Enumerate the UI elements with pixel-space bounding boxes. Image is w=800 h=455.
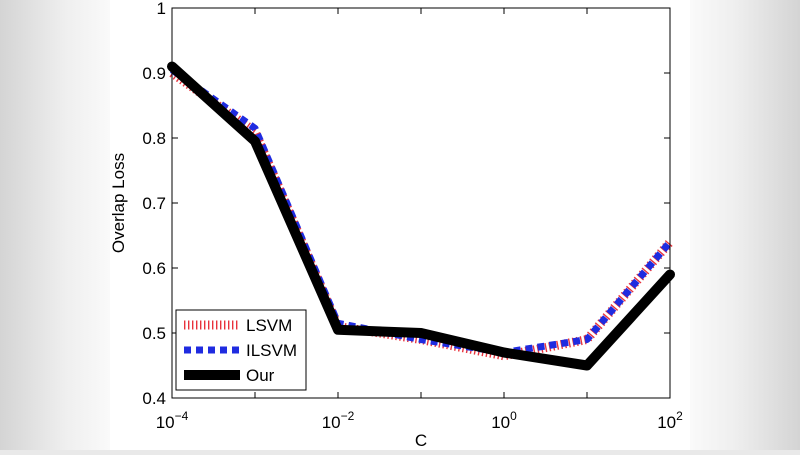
x-tick-label: 10−4 [156, 409, 189, 432]
x-tick-label: 100 [491, 409, 517, 432]
y-tick-label: 0.9 [142, 64, 166, 83]
background-right [690, 0, 800, 450]
figure: 0.4 0.5 0.6 0.7 0.8 0.9 1 10−4 10−2 100 102 LSVM IL… [109, 0, 690, 450]
y-tick-label: 1 [157, 0, 166, 18]
legend-label-our: Our [246, 366, 275, 385]
y-tick-label: 0.4 [142, 389, 166, 408]
background-left [0, 0, 110, 450]
y-axis-label: Overlap Loss [110, 153, 128, 253]
legend-label-lsvm: LSVM [246, 316, 292, 335]
y-tick-label: 0.5 [142, 324, 166, 343]
y-tick-label: 0.8 [142, 129, 166, 148]
ticks-layer: 0.4 0.5 0.6 0.7 0.8 0.9 1 10−4 10−2 100 102 [142, 0, 683, 432]
y-tick-label: 0.6 [142, 259, 166, 278]
legend: LSVM ILSVM Our [175, 309, 307, 391]
legend-label-ilsvm: ILSVM [246, 341, 297, 360]
y-tick-label: 0.7 [142, 194, 166, 213]
line-chart: 0.4 0.5 0.6 0.7 0.8 0.9 1 10−4 10−2 100 102 LSVM IL… [109, 0, 683, 450]
x-tick-label: 10−2 [322, 409, 355, 432]
x-axis-label: C [415, 431, 427, 450]
x-tick-label: 102 [657, 409, 683, 432]
series-line-our [167, 61, 675, 371]
series-layer [167, 61, 675, 371]
series-line-ilsvm [169, 66, 673, 356]
